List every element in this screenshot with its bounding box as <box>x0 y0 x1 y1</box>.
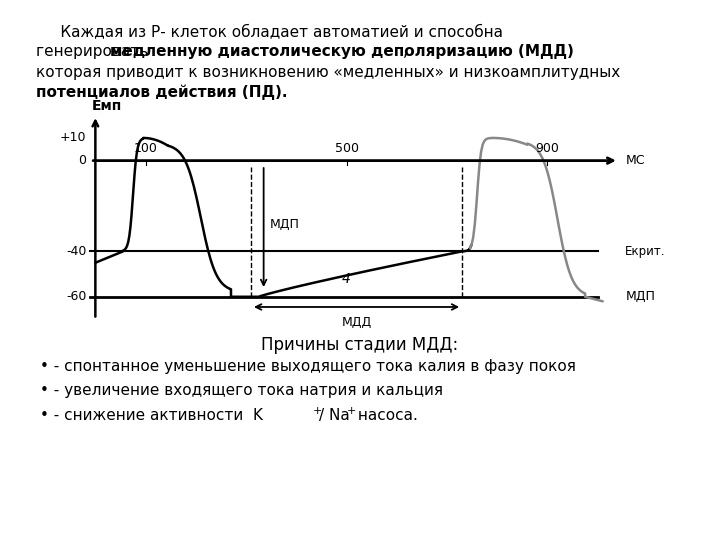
Text: 100: 100 <box>134 142 158 155</box>
Text: 0: 0 <box>78 154 86 167</box>
Text: МДП: МДП <box>270 218 300 231</box>
Text: 500: 500 <box>335 142 359 155</box>
Text: МС: МС <box>625 154 645 167</box>
Text: +: + <box>313 406 323 416</box>
Text: • - спонтанное уменьшение выходящего тока калия в фазу покоя: • - спонтанное уменьшение выходящего ток… <box>40 359 575 374</box>
Text: генерировать: генерировать <box>36 44 153 59</box>
Text: медленную диастолическую деполяризацию (МДД): медленную диастолическую деполяризацию (… <box>110 44 574 59</box>
Text: насоса.: насоса. <box>353 408 418 423</box>
Text: МДД: МДД <box>341 316 372 329</box>
Text: Екрит.: Екрит. <box>625 245 666 258</box>
Text: Причины стадии МДД:: Причины стадии МДД: <box>261 336 459 354</box>
Text: 900: 900 <box>536 142 559 155</box>
Text: которая приводит к возникновению «медленных» и низкоамплитудных: которая приводит к возникновению «медлен… <box>36 65 620 80</box>
Text: 4: 4 <box>342 272 351 286</box>
Text: +: + <box>347 406 356 416</box>
Text: ,: , <box>403 44 408 59</box>
Text: -60: -60 <box>66 291 86 303</box>
Text: +10: +10 <box>60 131 86 144</box>
Text: МДП: МДП <box>625 291 655 303</box>
Text: • - увеличение входящего тока натрия и кальция: • - увеличение входящего тока натрия и к… <box>40 383 443 399</box>
Text: Каждая из Р- клеток обладает автоматией и способна: Каждая из Р- клеток обладает автоматией … <box>36 24 503 39</box>
Text: • - снижение активности  K: • - снижение активности K <box>40 408 263 423</box>
Text: / Na: / Na <box>319 408 350 423</box>
Text: Емп: Емп <box>91 99 122 113</box>
Text: потенциалов действия (ПД).: потенциалов действия (ПД). <box>36 85 287 100</box>
Text: -40: -40 <box>66 245 86 258</box>
